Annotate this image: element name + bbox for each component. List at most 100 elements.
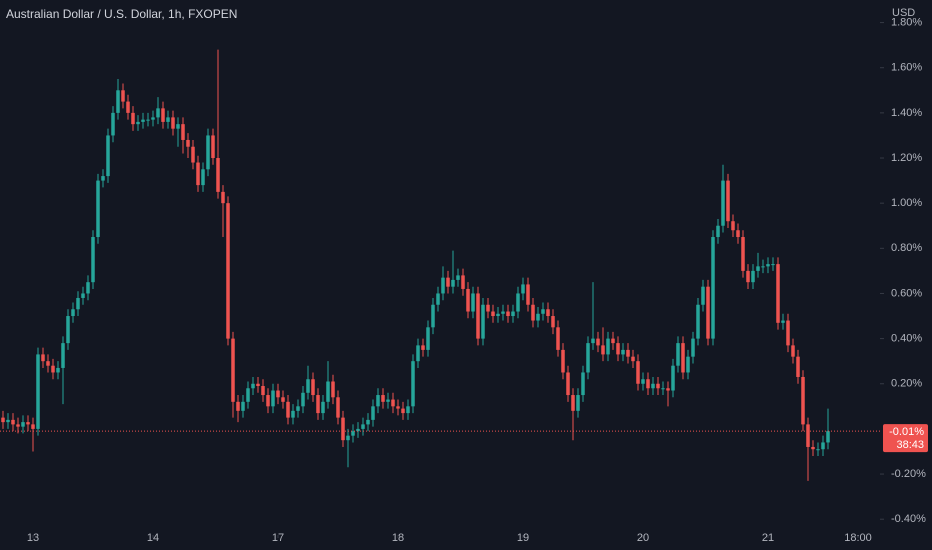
- y-tick-label: 0.20%: [891, 378, 922, 390]
- candle-body: [406, 406, 410, 414]
- y-tick-label: 0.60%: [891, 287, 922, 299]
- candle-body: [476, 293, 480, 339]
- candle-body: [136, 121, 140, 125]
- candle-body: [611, 338, 615, 344]
- candle-body: [151, 117, 155, 120]
- candle-body: [466, 288, 470, 312]
- candle-body: [66, 316, 70, 344]
- candle-body: [526, 284, 530, 305]
- candle-body: [811, 446, 815, 450]
- candle-body: [656, 383, 660, 389]
- candle-body: [591, 338, 595, 344]
- candle-body: [211, 135, 215, 159]
- candle-body: [241, 401, 245, 411]
- candle-body: [801, 376, 805, 425]
- candle-body: [601, 345, 605, 355]
- candle-body: [156, 108, 160, 118]
- candle-body: [781, 320, 785, 323]
- candle-body: [141, 119, 145, 122]
- candle-body: [561, 349, 565, 373]
- candle-body: [401, 408, 405, 414]
- candle-body: [671, 365, 675, 391]
- candle-body: [451, 279, 455, 287]
- x-tick-label: 14: [147, 532, 159, 544]
- candle-body: [416, 345, 420, 362]
- candle-body: [316, 395, 320, 414]
- candle-body: [746, 270, 750, 283]
- currency-label: USD: [892, 7, 915, 19]
- candle-body: [366, 419, 370, 425]
- candle-body: [386, 399, 390, 402]
- candle-body: [706, 286, 710, 339]
- candle-body: [86, 282, 90, 294]
- candle-body: [456, 275, 460, 280]
- candle-body: [111, 112, 115, 136]
- y-tick-label: 1.40%: [891, 107, 922, 119]
- candle-body: [736, 230, 740, 238]
- candle-body: [666, 388, 670, 391]
- candle-body: [776, 264, 780, 323]
- candle-body: [446, 277, 450, 287]
- candle-body: [251, 383, 255, 389]
- x-tick-label: 18: [392, 532, 404, 544]
- candle-body: [126, 101, 130, 113]
- candle-body: [701, 286, 705, 305]
- candle-body: [541, 309, 545, 314]
- candle-body: [61, 343, 65, 368]
- candle-body: [1, 417, 5, 423]
- candle-body: [631, 356, 635, 362]
- candle-body: [381, 395, 385, 402]
- candle-body: [421, 345, 425, 350]
- candle-body: [106, 135, 110, 177]
- candle-body: [81, 293, 85, 298]
- candle-body: [721, 180, 725, 226]
- candle-body: [291, 410, 295, 418]
- candle-body: [511, 311, 515, 317]
- candle-body: [786, 320, 790, 346]
- candle-body: [331, 381, 335, 398]
- candle-body: [161, 108, 165, 122]
- candle-body: [436, 293, 440, 305]
- candle-body: [21, 422, 25, 427]
- candle-body: [426, 327, 430, 350]
- candle-body: [196, 162, 200, 186]
- candle-body: [461, 275, 465, 289]
- candle-body: [96, 180, 100, 238]
- candle-body: [286, 401, 290, 418]
- x-tick-label: 13: [27, 532, 39, 544]
- candle-body: [76, 297, 80, 310]
- candle-body: [376, 395, 380, 407]
- candle-body: [91, 237, 95, 283]
- candle-body: [256, 383, 260, 387]
- candle-body: [131, 112, 135, 125]
- candle-body: [621, 349, 625, 355]
- candle-body: [216, 158, 220, 192]
- candle-body: [41, 354, 45, 362]
- candle-body: [176, 124, 180, 129]
- candle-body: [146, 119, 150, 121]
- candle-body: [596, 338, 600, 346]
- last-price-box: [883, 424, 928, 453]
- candle-body: [226, 203, 230, 339]
- candle-body: [691, 338, 695, 357]
- candle-body: [231, 338, 235, 402]
- candle-body: [246, 388, 250, 402]
- chart-title: Australian Dollar / U.S. Dollar, 1h, FXO…: [6, 7, 237, 21]
- y-tick-label: 1.00%: [891, 197, 922, 209]
- candle-body: [181, 124, 185, 140]
- y-tick-label: 1.80%: [891, 16, 922, 28]
- candle-body: [121, 90, 125, 102]
- x-tick-label: 18:00: [844, 532, 872, 544]
- candle-body: [411, 361, 415, 407]
- candle-body: [471, 293, 475, 312]
- candle-body: [686, 356, 690, 373]
- candle-body: [221, 191, 225, 204]
- candle-body: [741, 237, 745, 271]
- x-tick-label: 17: [272, 532, 284, 544]
- y-tick-label: -0.20%: [891, 468, 926, 480]
- candle-body: [641, 379, 645, 384]
- candle-body: [56, 367, 60, 373]
- candle-body: [301, 392, 305, 407]
- candle-body: [336, 397, 340, 418]
